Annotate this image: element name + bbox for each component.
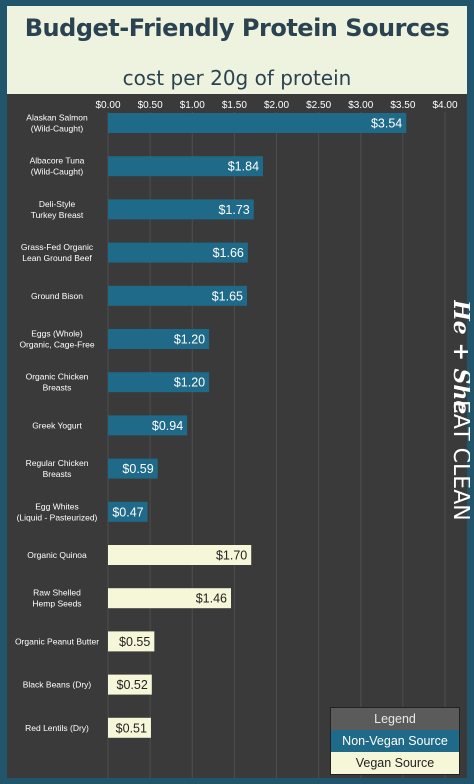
category-label: Regular Chicken Breasts (26, 458, 89, 479)
svg-text:EAT CLEAN: EAT CLEAN (448, 400, 470, 521)
category-label: Organic Chicken Breasts (26, 372, 89, 393)
bar-value-label: $0.94 (152, 419, 183, 433)
plot-area: $0.00 $0.50 $1.00 $1.50 $2.00 $2.50 $3.00 $3.50… (7, 94, 467, 778)
category-label: Egg Whites (Liquid - Pasteurized) (17, 501, 98, 522)
x-tick-label: $2.50 (306, 100, 331, 111)
bar (108, 458, 158, 479)
bar-value-label: $0.52 (117, 678, 148, 692)
bar (108, 113, 407, 133)
x-tick-label: $3.50 (390, 100, 415, 111)
bar-value-label: $3.54 (371, 117, 402, 131)
bar (108, 156, 264, 177)
brand-logo: He + She EAT CLEAN (448, 300, 470, 521)
category-label: Black Beans (Dry) (23, 680, 92, 690)
legend-vegan: Vegan Source (331, 752, 459, 774)
x-tick-label: $2.00 (264, 100, 289, 111)
bar (108, 242, 248, 263)
category-label: Ground Bison (31, 291, 83, 301)
x-tick-label: $3.00 (348, 100, 373, 111)
bar-value-label: $1.66 (213, 246, 244, 260)
category-label: Organic Peanut Butter (15, 636, 99, 646)
legend-non-vegan: Non-Vegan Source (331, 730, 459, 752)
bar-value-label: $1.73 (218, 203, 249, 217)
header-banner: Budget-Friendly Protein Sources cost per… (7, 6, 467, 94)
bar (108, 545, 252, 565)
bar-chart: $0.00 $0.50 $1.00 $1.50 $2.00 $2.50 $3.00 $3.50… (15, 100, 458, 778)
bar-value-label: $1.46 (196, 592, 227, 606)
category-label: Red Lentils (Dry) (25, 723, 89, 733)
chart-subtitle: cost per 20g of protein (122, 66, 352, 90)
bar-value-label: $0.59 (122, 462, 153, 476)
category-label: Albacore Tuna (Wild-Caught) (30, 156, 85, 177)
x-tick-label: $0.50 (138, 100, 163, 111)
category-label: Organic Quinoa (27, 550, 87, 560)
bar-value-label: $0.47 (112, 505, 143, 519)
bar-value-label: $0.51 (116, 721, 147, 735)
bar-value-label: $1.20 (174, 376, 205, 390)
bar (108, 329, 210, 349)
svg-text:He + She: He + She (448, 300, 470, 414)
category-label: Deli-Style Turkey Breast (31, 199, 84, 220)
bar-value-label: $1.65 (212, 289, 243, 303)
category-label: Raw Shelled Hemp Seeds (32, 588, 81, 609)
bar (108, 415, 188, 436)
x-tick-label: $0.00 (95, 100, 120, 111)
legend: Legend Non-Vegan Source Vegan Source (330, 707, 460, 775)
bar-value-label: $1.84 (228, 160, 259, 174)
bar (108, 285, 248, 306)
bar-value-label: $0.55 (119, 635, 150, 649)
bar (108, 717, 151, 738)
bar-value-label: $1.20 (174, 333, 205, 347)
bar (108, 588, 232, 609)
category-label: Eggs (Whole) Organic, Cage-Free (19, 329, 94, 350)
x-tick-label: $1.50 (222, 100, 247, 111)
bar (108, 631, 155, 652)
category-label: Greek Yogurt (32, 420, 82, 430)
bar (108, 674, 152, 695)
bar-value-label: $1.70 (216, 549, 247, 563)
bar (108, 199, 254, 220)
category-label: Grass-Fed Organic Lean Ground Beef (21, 242, 94, 263)
legend-title: Legend (331, 708, 459, 730)
bar (108, 372, 210, 393)
bar (108, 501, 148, 522)
chart-title: Budget-Friendly Protein Sources (24, 14, 450, 42)
category-label: Alaskan Salmon (Wild-Caught) (26, 113, 88, 134)
x-tick-label: $4.00 (432, 100, 457, 111)
x-tick-label: $1.00 (180, 100, 205, 111)
